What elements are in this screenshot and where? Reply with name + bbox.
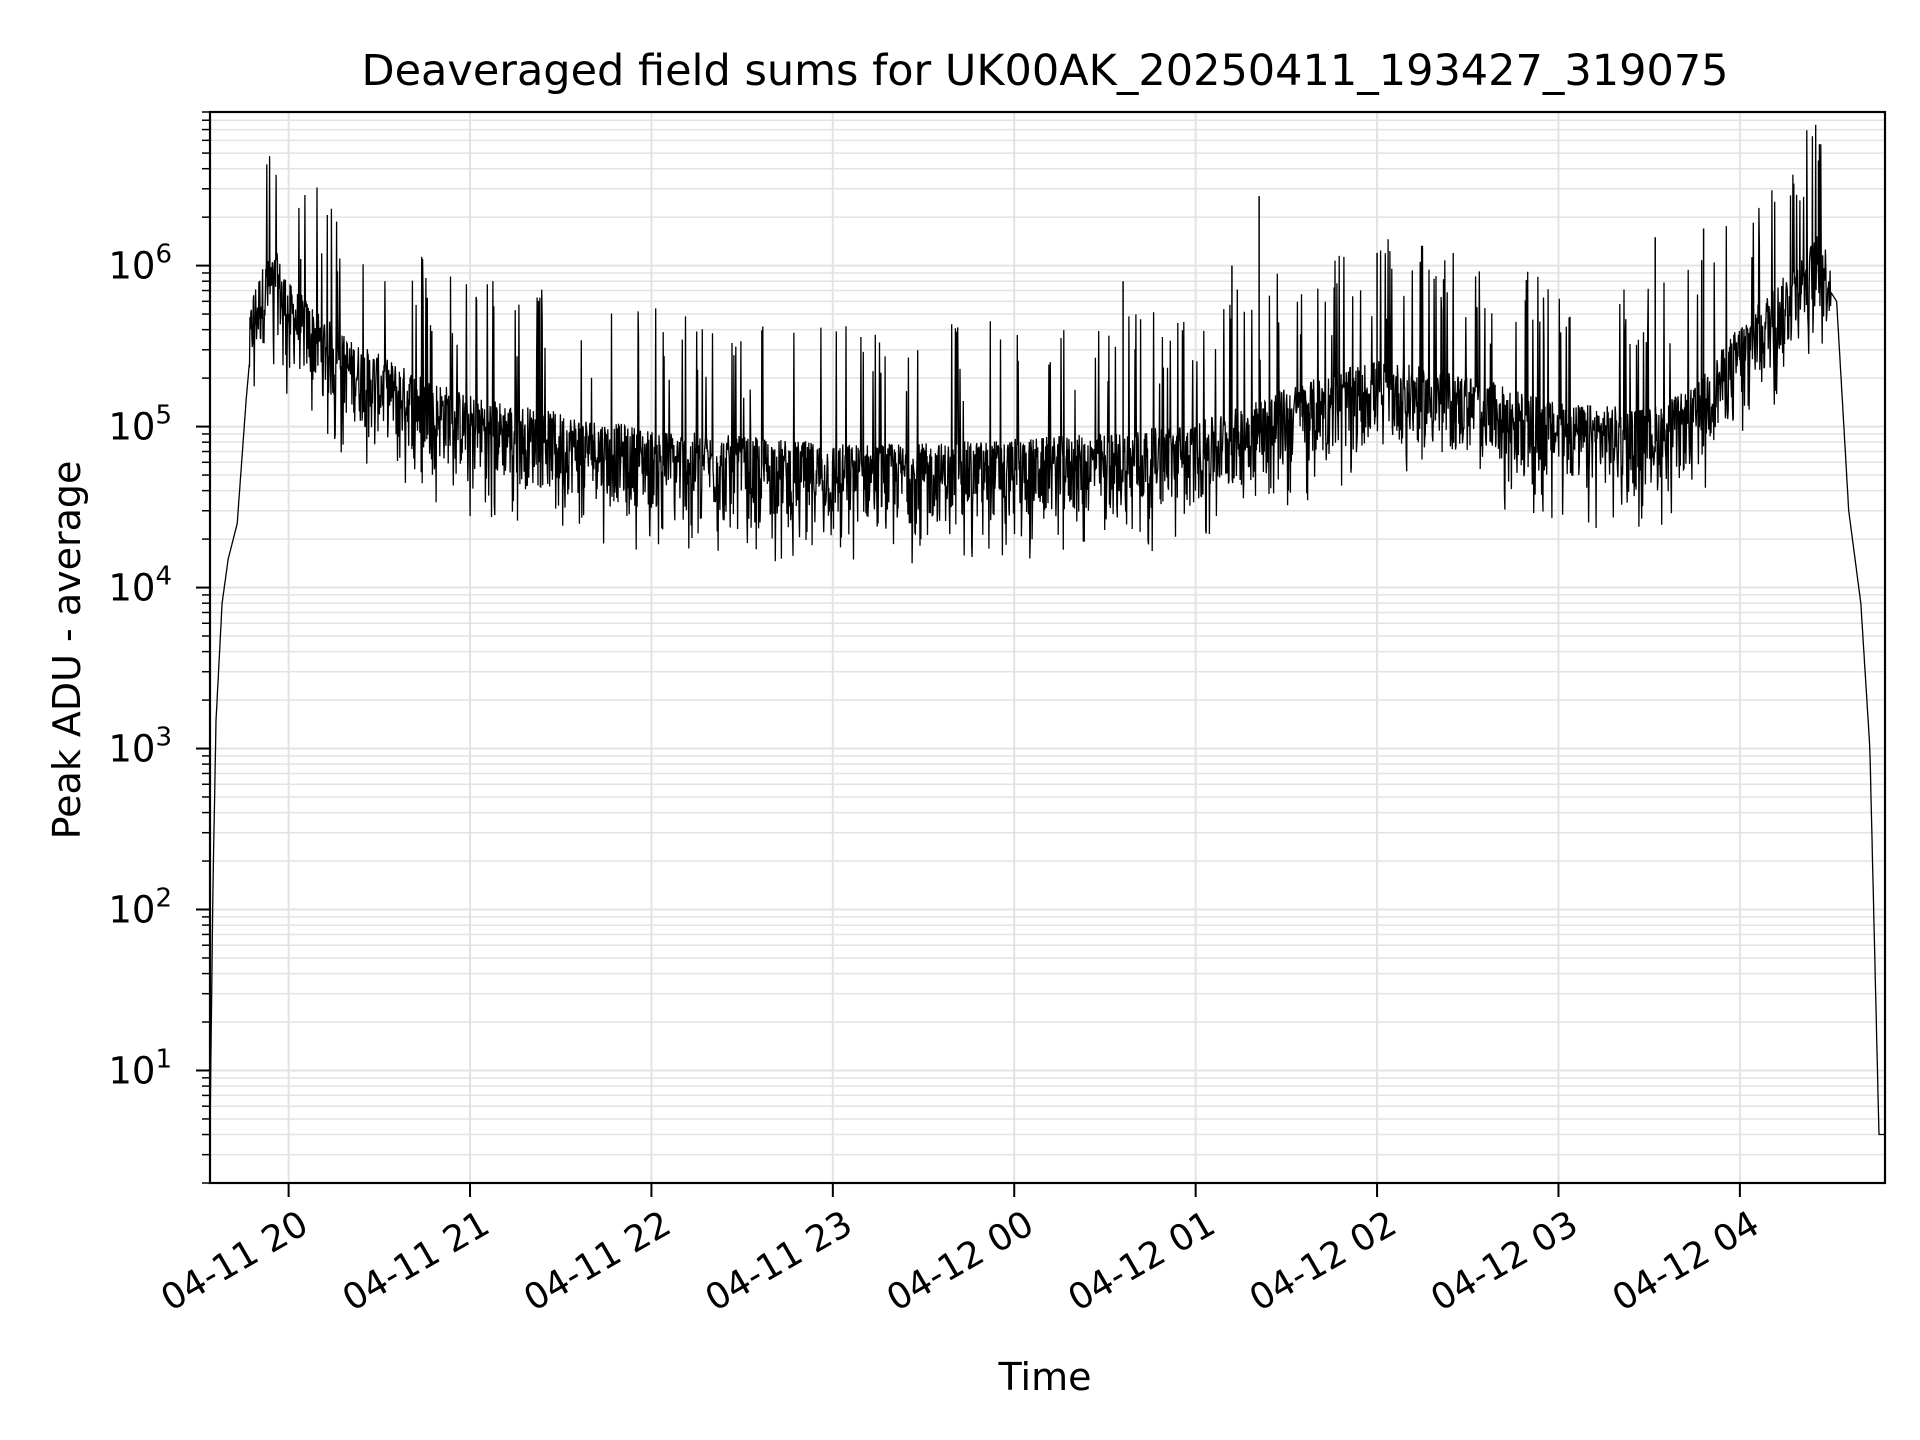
- y-tick-label: 104: [108, 562, 172, 610]
- x-axis-label: Time: [998, 1355, 1092, 1399]
- y-axis-label: Peak ADU - average: [45, 461, 89, 840]
- series-layer: [209, 124, 1885, 1136]
- chart-title: Deaveraged field sums for UK00AK_2025041…: [361, 46, 1728, 96]
- series-line: [209, 124, 1885, 1136]
- y-tick-label: 105: [108, 401, 172, 449]
- y-tick-label: 106: [108, 240, 172, 288]
- y-tick-label: 102: [108, 884, 172, 932]
- plot-frame: [208, 110, 1887, 1185]
- y-tick-label: 103: [108, 723, 172, 771]
- y-axis: 101 102 103 104 105 106: [108, 111, 210, 1184]
- y-tick-label: 101: [108, 1044, 172, 1092]
